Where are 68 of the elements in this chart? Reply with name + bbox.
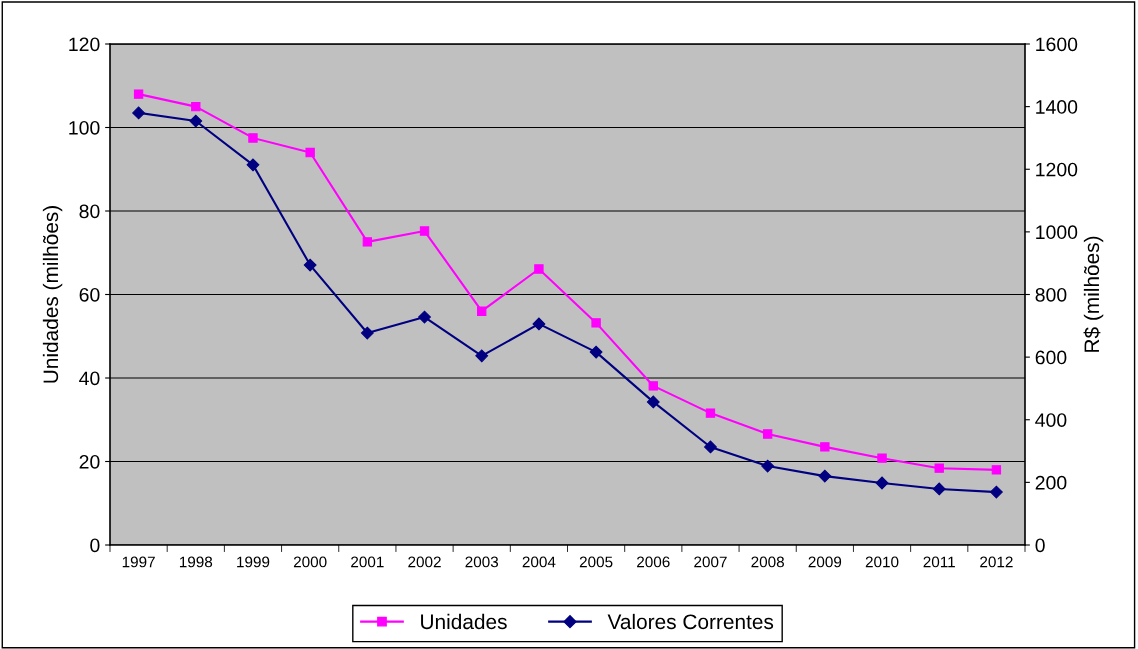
point <box>133 89 144 99</box>
y2-tick-label: 200 <box>1035 475 1067 490</box>
x-tick-label: 2012 <box>980 556 1013 568</box>
point <box>934 463 944 473</box>
point <box>818 469 832 483</box>
legend-label: Valores Correntes <box>607 613 774 630</box>
point <box>532 317 546 331</box>
point <box>991 465 1002 475</box>
x-tick-label: 2007 <box>694 556 727 568</box>
y-tick-label: 80 <box>79 204 100 219</box>
point <box>591 318 601 328</box>
point <box>248 133 258 143</box>
point <box>305 147 315 158</box>
y2-tick-label: 0 <box>1035 538 1045 553</box>
x-tick-label: 2005 <box>579 556 613 568</box>
x-tick-label: 2003 <box>465 556 499 568</box>
point <box>419 226 430 236</box>
point <box>246 158 260 172</box>
legend-label: Unidades <box>421 613 507 630</box>
y2-tick-label: 1000 <box>1036 225 1078 240</box>
y-tick-label: 0 <box>90 538 100 553</box>
point <box>646 395 660 409</box>
x-tick-label: 1998 <box>179 556 213 568</box>
y-tick-label: 60 <box>79 287 100 302</box>
point <box>704 440 717 454</box>
y2-tick-label: 1400 <box>1036 100 1078 114</box>
point <box>820 442 830 452</box>
x-tick-label: 2008 <box>751 556 784 568</box>
x-tick-label: 2004 <box>522 556 556 568</box>
x-tick-label: 2002 <box>408 556 441 568</box>
y-tick-label: 20 <box>79 454 100 469</box>
y2-tick-label: 400 <box>1035 413 1067 427</box>
x-tick-label: 2001 <box>351 556 384 568</box>
x-tick-label: 2010 <box>865 556 899 568</box>
point <box>877 453 887 463</box>
point <box>989 485 1003 499</box>
y2-tick-label: 1200 <box>1036 162 1078 177</box>
x-tick-label: 2006 <box>637 556 670 568</box>
point <box>477 306 487 316</box>
point <box>762 429 773 439</box>
point <box>475 349 489 363</box>
point <box>418 310 431 324</box>
point <box>303 258 317 272</box>
x-tick-label: 1997 <box>122 556 155 568</box>
point <box>932 482 946 496</box>
y2-tick-label: 600 <box>1035 350 1067 365</box>
x-tick-label: 2000 <box>293 556 327 568</box>
y2-tick-label: 800 <box>1035 287 1067 302</box>
point <box>534 264 544 274</box>
y-tick-label: 40 <box>79 371 100 386</box>
point <box>875 476 889 490</box>
x-tick-label: 2009 <box>808 556 842 568</box>
point <box>189 114 203 128</box>
point <box>648 381 658 391</box>
y2-tick-label: 1600 <box>1036 37 1078 52</box>
x-tick-label: 1999 <box>237 556 270 568</box>
x-tick-label: 2011 <box>923 556 955 568</box>
y2-axis-title: R$ (milhões) <box>1083 236 1104 352</box>
y-tick-label: 120 <box>69 37 100 52</box>
point <box>761 459 775 473</box>
point <box>589 345 603 359</box>
point <box>191 101 201 112</box>
point <box>362 237 373 247</box>
point <box>132 106 146 120</box>
point <box>705 408 716 418</box>
y-tick-label: 100 <box>69 120 100 135</box>
point <box>360 326 374 340</box>
y-axis-title: Unidades (milhões) <box>42 206 63 383</box>
